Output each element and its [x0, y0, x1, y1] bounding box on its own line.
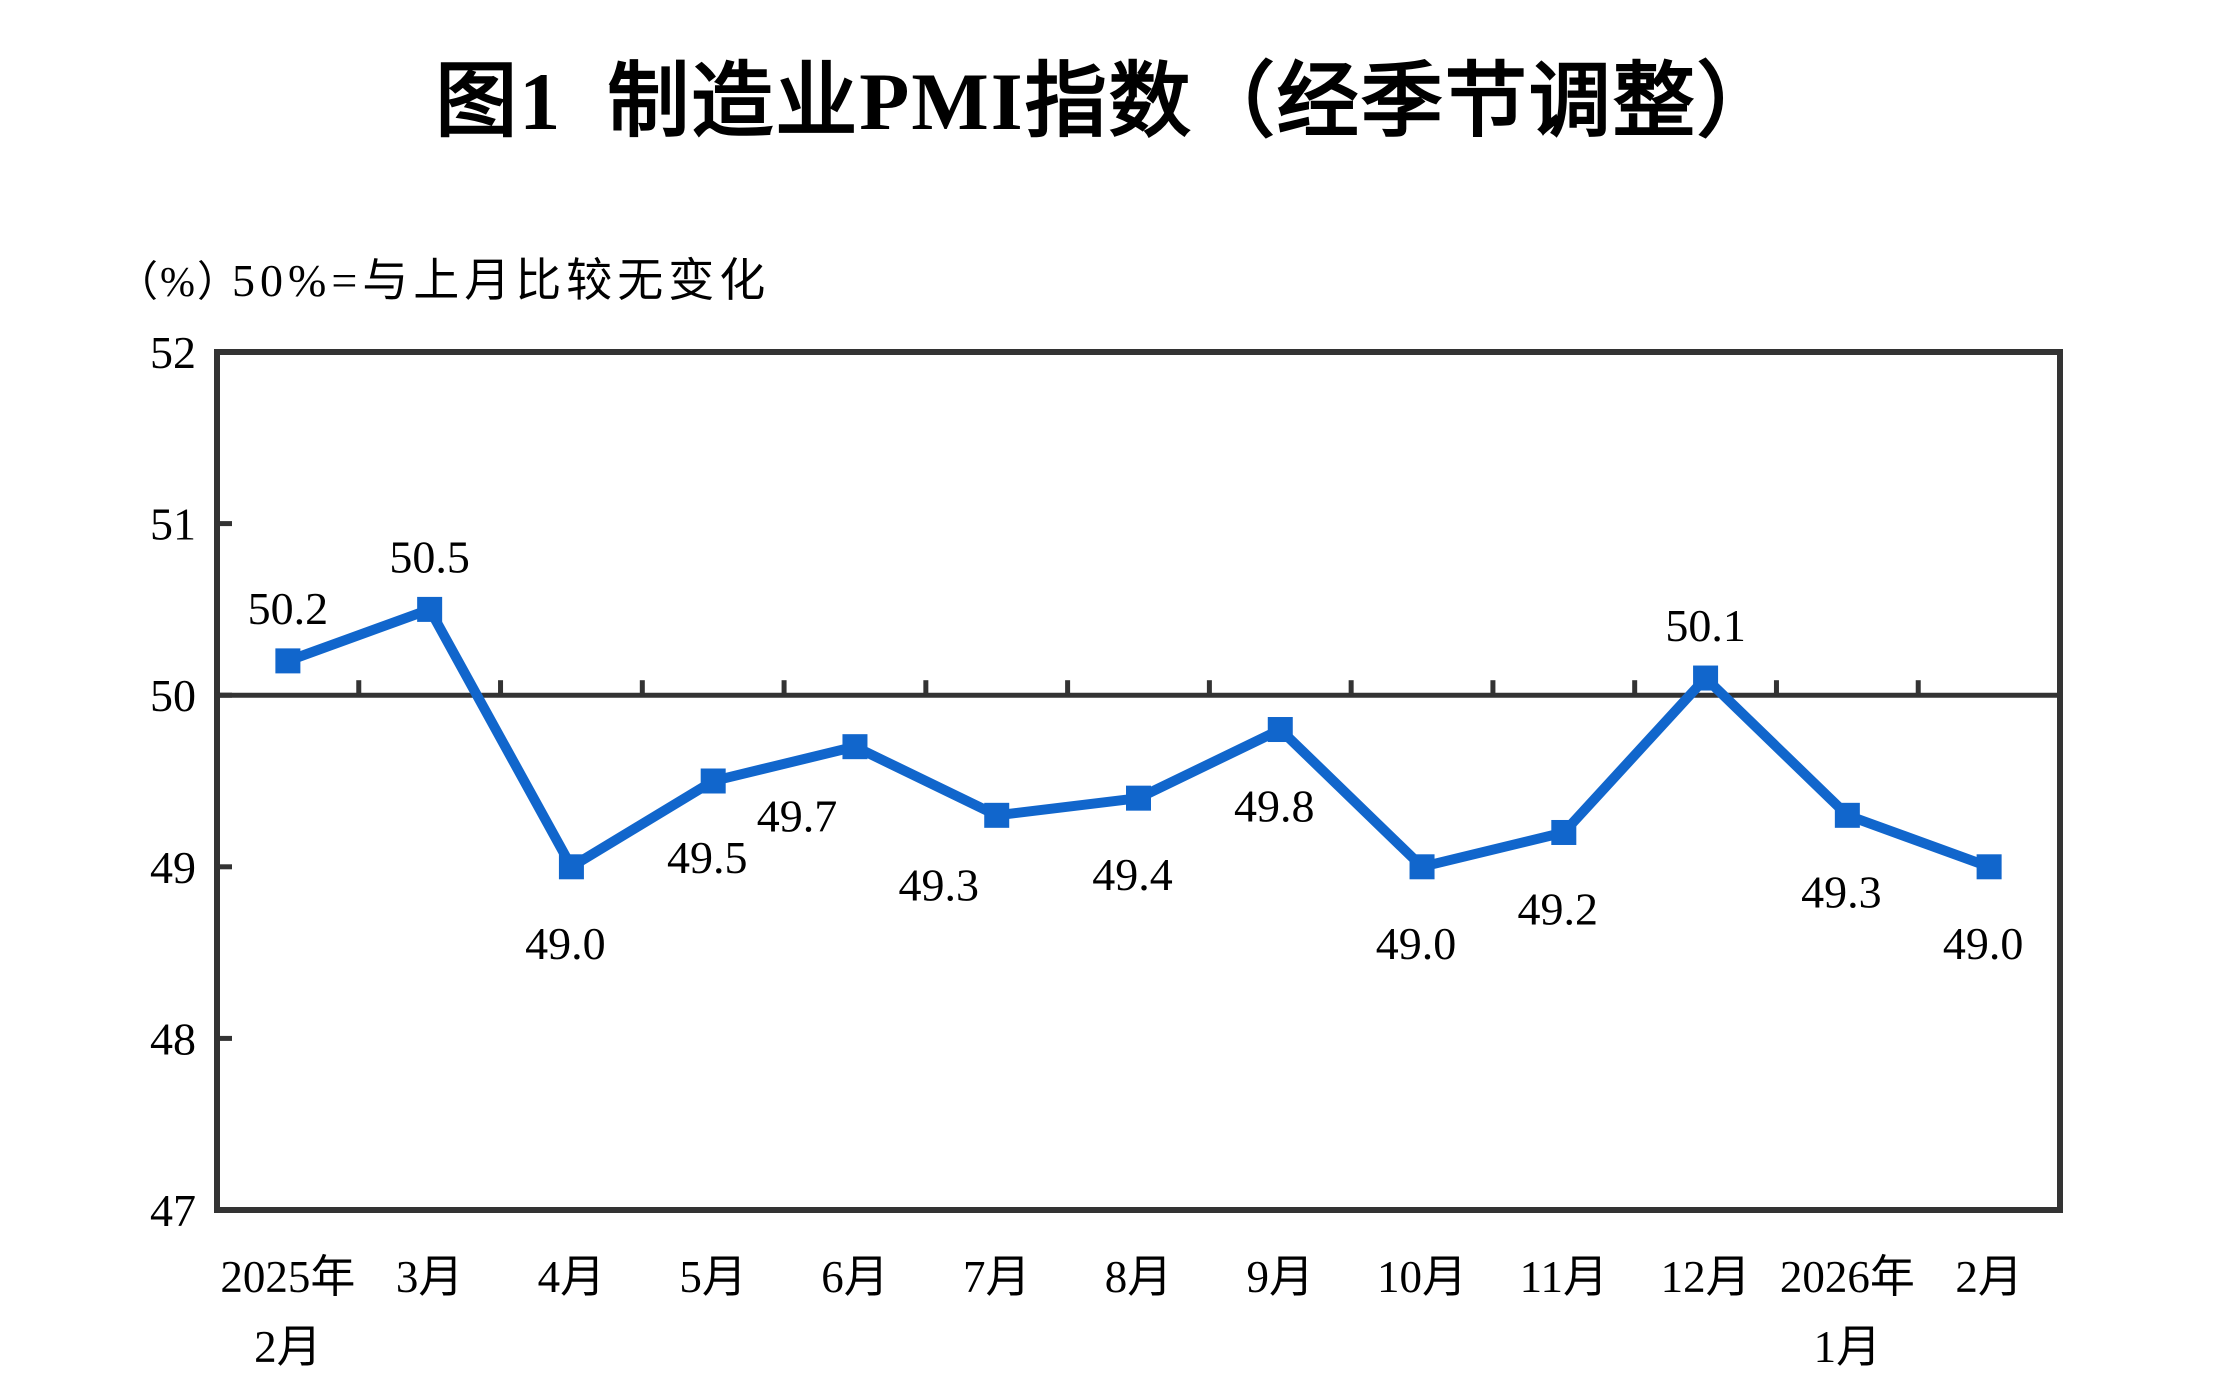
x-axis-category-label-1: 3月 [396, 1252, 464, 1302]
data-point-label-4: 49.7 [757, 791, 838, 842]
data-point-label-8: 49.0 [1376, 918, 1457, 969]
x-axis-category-label-11: 2026年 1月 [1780, 1252, 1915, 1372]
data-point-marker-10 [1693, 665, 1719, 691]
data-point-label-5: 49.3 [898, 859, 979, 910]
data-point-label-2: 49.0 [525, 918, 606, 969]
data-point-label-0: 50.2 [248, 583, 329, 634]
y-axis-label: 48 [150, 1013, 196, 1064]
data-point-marker-0 [275, 648, 301, 674]
data-point-marker-3 [700, 768, 726, 794]
x-axis-category-label-2: 4月 [538, 1252, 606, 1302]
y-axis-label: 47 [150, 1185, 196, 1236]
x-axis-category-label-4: 6月 [821, 1252, 889, 1302]
y-axis-label: 51 [150, 499, 196, 550]
data-point-marker-9 [1551, 819, 1577, 845]
x-axis-category-label-0: 2025年 2月 [220, 1252, 355, 1372]
x-axis-category-label-7: 9月 [1247, 1252, 1315, 1302]
data-point-marker-2 [558, 854, 584, 880]
data-point-marker-5 [984, 802, 1010, 828]
data-point-label-9: 49.2 [1518, 883, 1599, 934]
data-point-marker-8 [1409, 854, 1435, 880]
data-point-marker-1 [417, 596, 443, 622]
x-axis-category-label-9: 11月 [1520, 1252, 1608, 1302]
x-axis-category-label-12: 2月 [1955, 1252, 2023, 1302]
x-axis-category-label-5: 7月 [963, 1252, 1031, 1302]
x-axis-category-label-6: 8月 [1105, 1252, 1173, 1302]
plot-frame [214, 349, 2063, 1213]
chart-title: 图1 制造业PMI指数（经季节调整） [435, 56, 1781, 147]
data-point-marker-7 [1267, 717, 1293, 743]
data-point-marker-4 [842, 734, 868, 760]
data-point-label-7: 49.8 [1234, 781, 1315, 832]
data-point-marker-12 [1976, 854, 2002, 880]
data-point-label-6: 49.4 [1092, 849, 1173, 900]
data-point-marker-11 [1834, 802, 1860, 828]
data-point-marker-6 [1126, 785, 1151, 811]
y-axis-label: 50 [150, 670, 196, 721]
x-axis-category-label-10: 12月 [1661, 1252, 1751, 1302]
data-point-label-11: 49.3 [1801, 866, 1882, 917]
x-axis-category-label-3: 5月 [679, 1252, 747, 1302]
data-point-label-12: 49.0 [1943, 918, 2024, 969]
reference-line-note: 50%=与上月比较无变化 [232, 255, 771, 306]
x-axis-category-label-8: 10月 [1377, 1252, 1467, 1302]
data-point-label-10: 50.1 [1665, 600, 1746, 651]
y-axis-label: 52 [150, 327, 196, 378]
y-axis-unit-label: （%） [116, 260, 241, 306]
y-axis-label: 49 [150, 842, 196, 893]
data-point-label-3: 49.5 [667, 832, 748, 883]
data-point-label-1: 50.5 [389, 531, 470, 582]
